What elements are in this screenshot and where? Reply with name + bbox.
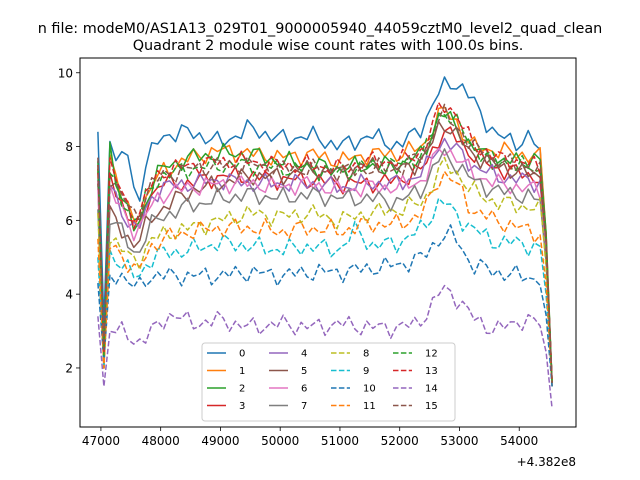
series-line-10 (97, 224, 553, 387)
axes-frame (79, 57, 577, 428)
legend-label-6: 6 (301, 384, 307, 395)
legend-label-7: 7 (301, 401, 307, 412)
series-line-8 (97, 156, 553, 383)
series-line-15 (97, 103, 553, 383)
legend-label-12: 12 (425, 349, 438, 360)
legend-label-13: 13 (425, 366, 438, 377)
y-tick-label: 2 (65, 361, 73, 375)
series-line-14 (97, 284, 553, 409)
legend-box (201, 342, 456, 422)
x-tick-label: 49000 (201, 434, 239, 448)
legend-label-1: 1 (239, 366, 245, 377)
legend-label-2: 2 (239, 384, 245, 395)
series-line-9 (97, 197, 553, 383)
legend-label-3: 3 (239, 401, 245, 412)
chart-title: Quadrant 2 module wise count rates with … (133, 38, 524, 54)
series-line-5 (97, 120, 553, 383)
y-axis-ticks: 2 4 6 8 10 (58, 66, 80, 375)
x-tick-label: 47000 (82, 434, 120, 448)
y-tick-label: 10 (58, 66, 73, 80)
x-tick-label: 48000 (142, 434, 180, 448)
x-tick-label: 50000 (261, 434, 299, 448)
x-offset-label: +4.382e8 (517, 455, 576, 469)
x-tick-label: 53000 (440, 434, 478, 448)
x-axis-ticks: 47000 48000 49000 50000 51000 52000 53000 54000 (82, 427, 538, 448)
legend-label-9: 9 (363, 366, 369, 377)
legend-label-11: 11 (363, 401, 376, 412)
legend-label-5: 5 (301, 366, 307, 377)
y-tick-label: 6 (65, 214, 73, 228)
legend-label-4: 4 (301, 349, 307, 360)
legend-label-0: 0 (239, 349, 245, 360)
series-line-11 (97, 170, 553, 383)
y-tick-label: 4 (65, 288, 73, 302)
series-line-7 (97, 148, 553, 383)
legend-label-15: 15 (425, 401, 438, 412)
y-tick-label: 8 (65, 140, 73, 154)
x-tick-label: 54000 (500, 434, 538, 448)
series-line-13 (97, 101, 553, 383)
figure-suptitle: n file: modeM0/AS1A13_029T01_9000005940_… (38, 21, 603, 37)
series-line-4 (97, 137, 553, 383)
x-tick-label: 52000 (381, 434, 419, 448)
series-layer (97, 76, 553, 409)
series-line-0 (97, 76, 553, 387)
legend-label-14: 14 (425, 384, 438, 395)
legend-label-10: 10 (363, 384, 376, 395)
legend-label-8: 8 (363, 349, 369, 360)
x-tick-label: 51000 (321, 434, 359, 448)
